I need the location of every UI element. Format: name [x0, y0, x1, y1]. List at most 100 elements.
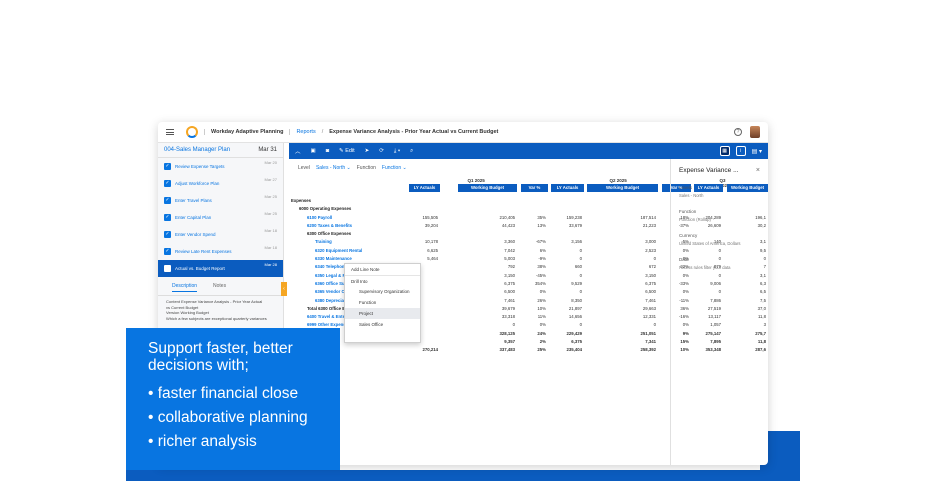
- table-cell[interactable]: 35%: [537, 214, 546, 220]
- task-item[interactable]: Actual vs. Budget Report Mar 28: [158, 260, 283, 277]
- table-row[interactable]: 6340 Telephone 792 38% 660 672 -22% 879 7: [289, 263, 766, 271]
- info-icon[interactable]: i: [735, 146, 746, 156]
- table-cell[interactable]: 251,051: [640, 330, 656, 336]
- column-header-cell[interactable]: LY Actuals: [694, 184, 723, 192]
- table-cell[interactable]: 0: [718, 272, 721, 278]
- table-cell[interactable]: 792: [507, 264, 515, 270]
- function-select[interactable]: Function ⌄: [381, 165, 407, 171]
- table-cell[interactable]: -33%: [678, 280, 689, 286]
- table-cell[interactable]: 0: [579, 272, 582, 278]
- table-cell[interactable]: 7,341: [645, 339, 656, 345]
- table-cell[interactable]: 258,392: [640, 347, 656, 353]
- table-cell[interactable]: 7: [763, 264, 766, 270]
- menu-item-drill-option[interactable]: Function: [359, 300, 377, 305]
- table-cell[interactable]: 36%: [680, 305, 689, 311]
- close-icon[interactable]: ×: [755, 167, 760, 174]
- table-cell[interactable]: 30,2: [757, 222, 766, 228]
- table-cell[interactable]: 9,529: [571, 280, 582, 286]
- table-cell[interactable]: 353,348: [705, 347, 721, 353]
- table-cell[interactable]: 7,886: [710, 297, 721, 303]
- table-row[interactable]: 9,357 2% 6,375 7,341 15% 7,895 11,8: [289, 338, 766, 346]
- table-cell[interactable]: 3,1: [760, 272, 766, 278]
- task-item[interactable]: ✓ Review Expense Targets Mar 20: [158, 158, 283, 175]
- table-cell[interactable]: 3,150: [645, 272, 656, 278]
- table-cell[interactable]: -45%: [535, 272, 546, 278]
- table-cell[interactable]: 328,125: [499, 330, 515, 336]
- table-cell[interactable]: 21,223: [642, 222, 656, 228]
- table-cell[interactable]: 13,117: [708, 314, 721, 320]
- table-cell[interactable]: 44,423: [501, 222, 515, 228]
- table-row[interactable]: 6380 Depreciati 7,461 26% 8,350 7,461 -11% 7,8…: [289, 297, 766, 305]
- checkbox-icon[interactable]: ✓: [164, 163, 171, 170]
- table-cell[interactable]: 9%: [682, 330, 689, 336]
- task-item[interactable]: ✓ Enter Travel Plans Mar 25: [158, 192, 283, 209]
- table-cell[interactable]: 660: [574, 264, 582, 270]
- menu-item-drill-option[interactable]: Supervisory Organization: [359, 289, 410, 294]
- table-cell[interactable]: 0: [579, 256, 582, 262]
- panel-menu-icon[interactable]: ▤ ▾: [751, 148, 762, 155]
- table-cell[interactable]: 0: [653, 322, 656, 328]
- save-icon[interactable]: ▣: [310, 148, 316, 154]
- table-cell[interactable]: 270,214: [422, 347, 438, 353]
- checkbox-icon[interactable]: ✓: [164, 248, 171, 255]
- table-cell[interactable]: 0: [579, 322, 582, 328]
- table-cell[interactable]: 140: [713, 239, 721, 245]
- row-label[interactable]: 6350 Legal & Pr: [315, 272, 348, 278]
- table-cell[interactable]: 9,5: [760, 247, 766, 253]
- edit-button[interactable]: ✎ Edit: [339, 148, 355, 154]
- table-row[interactable]: 6000 Operating Expenses: [289, 205, 670, 213]
- send-icon[interactable]: ➤: [364, 148, 370, 154]
- table-cell[interactable]: 38%: [537, 264, 546, 270]
- breadcrumb-reports[interactable]: Reports: [296, 129, 316, 135]
- table-cell[interactable]: 29,663: [642, 305, 656, 311]
- table-cell[interactable]: 24%: [537, 330, 546, 336]
- tab-description[interactable]: Description: [172, 283, 198, 292]
- table-cell[interactable]: 33,318: [501, 314, 515, 320]
- table-cell[interactable]: 1,057: [710, 322, 721, 328]
- table-cell[interactable]: 0: [653, 256, 656, 262]
- row-label[interactable]: 6400 Travel & Ente: [307, 314, 345, 320]
- table-row[interactable]: 270,214 337,483 25% 235,404 258,392 10% 353,34…: [289, 346, 766, 354]
- table-cell[interactable]: 2%: [539, 339, 546, 345]
- table-row[interactable]: 6400 Travel & Ente 33,318 11% 14,656 12,331 -…: [289, 313, 766, 321]
- column-header-cell[interactable]: Var %: [521, 184, 548, 192]
- table-cell[interactable]: 9,006: [710, 280, 721, 286]
- checkbox-icon[interactable]: ✓: [164, 214, 171, 221]
- table-cell[interactable]: 6,3: [760, 280, 766, 286]
- row-label[interactable]: 6200 Taxes & Benefits: [307, 222, 353, 228]
- table-cell[interactable]: 6,5: [760, 289, 766, 295]
- column-header-cell[interactable]: Working Budget: [587, 184, 658, 192]
- table-row[interactable]: 6330 Maintenance 5,464 5,003 -9% 0 0 0% 0 0: [289, 255, 766, 263]
- table-cell[interactable]: 155,505: [422, 214, 438, 220]
- camera-icon[interactable]: ◙: [325, 148, 330, 154]
- table-cell[interactable]: -37%: [678, 222, 689, 228]
- table-cell[interactable]: 672: [648, 264, 656, 270]
- table-cell[interactable]: 0%: [539, 289, 546, 295]
- table-cell[interactable]: 39,204: [424, 222, 438, 228]
- row-label[interactable]: 6330 Maintenance: [315, 256, 352, 262]
- column-header-cell[interactable]: Working Budget: [458, 184, 517, 192]
- grid-view-icon[interactable]: ▦: [719, 146, 730, 156]
- table-cell[interactable]: 3,000: [645, 239, 656, 245]
- column-header-cell[interactable]: LY Actuals: [409, 184, 440, 192]
- table-cell[interactable]: 11%: [537, 314, 546, 320]
- table-cell[interactable]: 879: [713, 264, 721, 270]
- table-row[interactable]: 6365 Vendor Co 6,500 0% 0 6,500 0% 0 6,5: [289, 288, 766, 296]
- table-cell[interactable]: -5%: [681, 239, 689, 245]
- table-cell[interactable]: 275,7: [755, 330, 766, 336]
- download-icon[interactable]: ⤓ ▾: [393, 147, 401, 154]
- checkbox-icon[interactable]: [164, 265, 171, 272]
- table-cell[interactable]: -22%: [678, 264, 689, 270]
- table-cell[interactable]: 10%: [680, 347, 689, 353]
- table-row[interactable]: 6360 Office Sup 6,375 354% 9,529 6,375 -33% 9,…: [289, 280, 766, 288]
- table-cell[interactable]: 0: [763, 256, 766, 262]
- table-row[interactable]: 6300 Office Expenses: [289, 230, 670, 238]
- table-cell[interactable]: 6,375: [571, 339, 582, 345]
- table-cell[interactable]: 159,238: [566, 214, 582, 220]
- table-cell[interactable]: 7,461: [645, 297, 656, 303]
- table-cell[interactable]: 196,1: [755, 214, 766, 220]
- table-row[interactable]: 6350 Legal & Pr 3,150 -45% 0 3,150 0% 0 3,1: [289, 272, 766, 280]
- table-cell[interactable]: 6,500: [645, 289, 656, 295]
- table-cell[interactable]: 0%: [682, 256, 689, 262]
- table-cell[interactable]: 0: [718, 289, 721, 295]
